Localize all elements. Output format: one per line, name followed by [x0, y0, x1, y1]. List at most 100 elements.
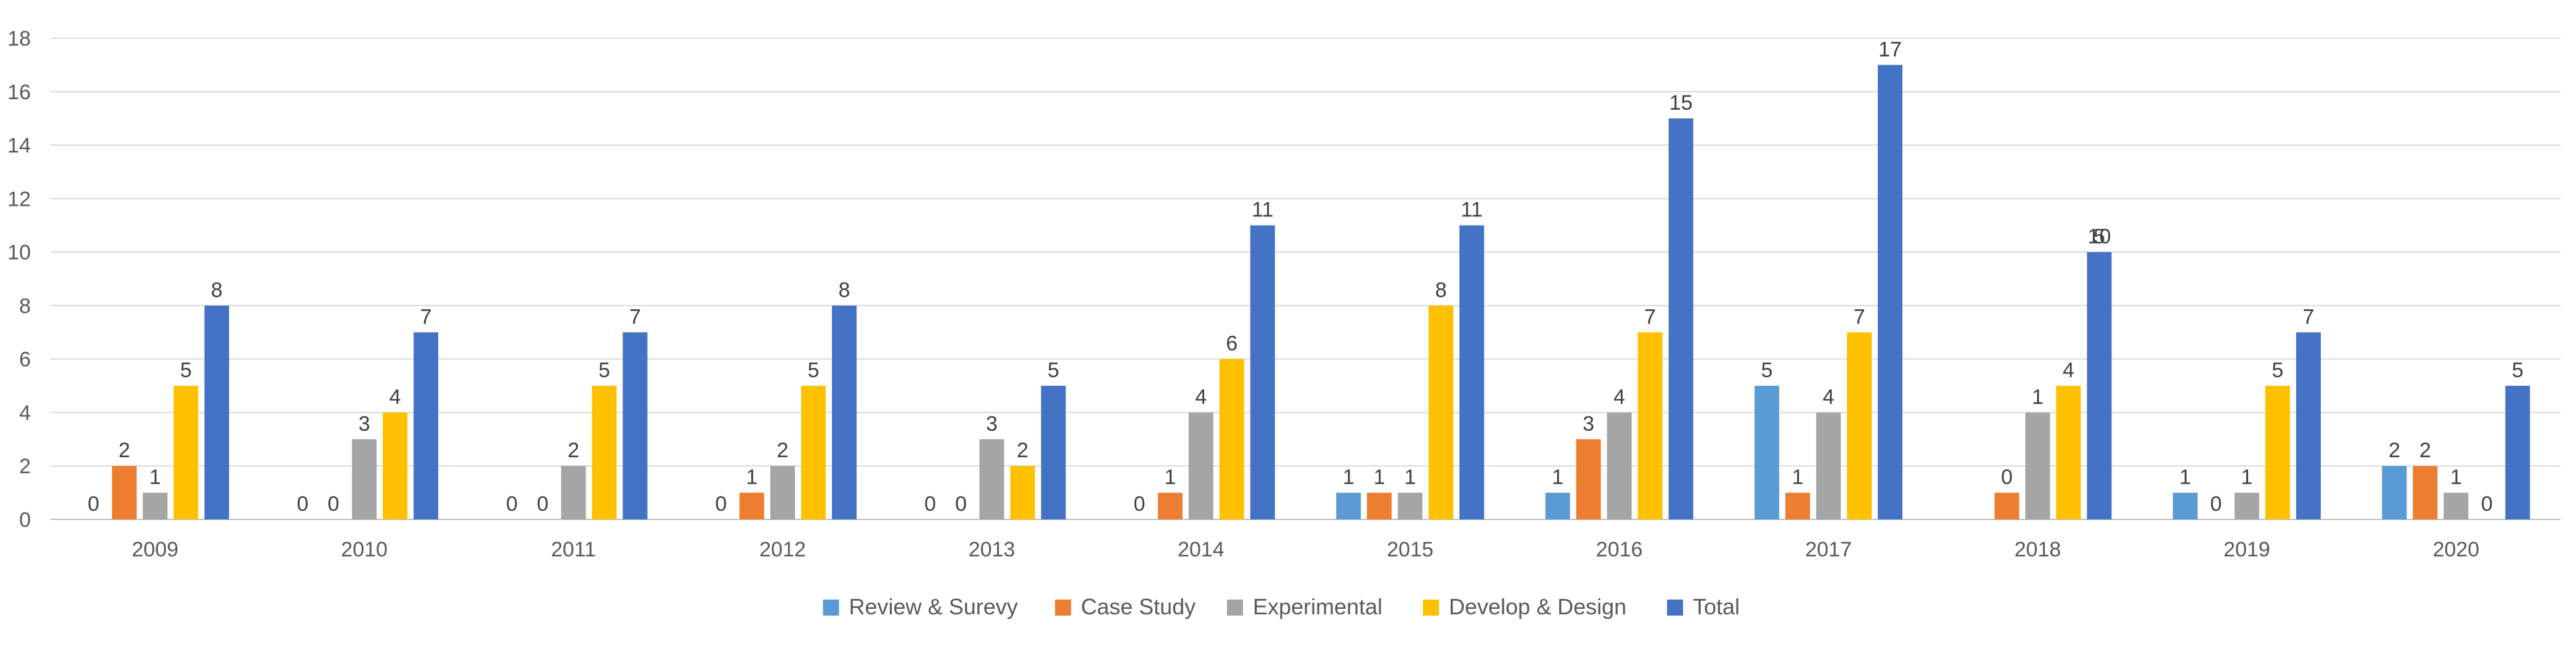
- data-label: 2: [776, 439, 788, 462]
- legend-label: Develop & Design: [1449, 594, 1626, 619]
- data-label: 15: [1669, 91, 1693, 115]
- x-tick-label: 2016: [1596, 538, 1643, 561]
- data-label: 0: [328, 492, 340, 516]
- data-label: 7: [629, 305, 641, 328]
- bar: [204, 305, 229, 519]
- bar: [1545, 492, 1570, 519]
- data-label: 4: [389, 385, 401, 409]
- legend-swatch: [1667, 600, 1683, 616]
- data-label: 17: [1878, 38, 1902, 61]
- bar: [622, 332, 648, 519]
- bar: [1459, 225, 1485, 519]
- data-label: 4: [1613, 385, 1625, 409]
- data-label: 5: [180, 359, 192, 382]
- data-label: 1: [1404, 466, 1416, 489]
- bar: [831, 305, 857, 519]
- data-label: 0: [2001, 466, 2013, 489]
- data-label: 5: [807, 359, 819, 382]
- data-label: 8: [838, 279, 850, 302]
- bar: [801, 386, 826, 519]
- data-label: 1: [1374, 466, 1385, 489]
- bar: [1250, 225, 1275, 519]
- data-label: 5: [2272, 359, 2283, 382]
- data-label: 1: [2032, 385, 2044, 409]
- data-label: 0: [2481, 492, 2493, 516]
- legend-label: Review & Surevy: [849, 594, 1018, 619]
- data-label: 8: [211, 279, 222, 302]
- data-label: 1: [1164, 466, 1176, 489]
- bar: [1637, 332, 1663, 519]
- data-label: 0: [955, 492, 967, 516]
- legend-swatch: [1423, 600, 1439, 616]
- bar: [1576, 439, 1601, 519]
- y-tick-label: 16: [7, 81, 31, 104]
- data-label: 0: [537, 492, 548, 516]
- data-label: 11: [1461, 198, 1483, 222]
- data-label: 2: [568, 439, 579, 462]
- data-label: 7: [1854, 305, 1865, 328]
- bar: [739, 492, 764, 519]
- bar: [1367, 492, 1392, 519]
- data-label: 6: [1226, 332, 1237, 356]
- bar: [2087, 252, 2112, 519]
- x-tick-label: 2015: [1387, 538, 1433, 561]
- y-tick-label: 8: [19, 295, 31, 318]
- bar: [1429, 305, 1454, 519]
- y-tick-label: 18: [7, 27, 31, 51]
- data-label: 5: [1048, 359, 1059, 382]
- data-label: 2: [1017, 439, 1029, 462]
- data-label: 10: [2088, 225, 2111, 248]
- data-label: 1: [149, 466, 161, 489]
- x-tick-label: 2014: [1178, 538, 1225, 561]
- legend-label: Experimental: [1253, 594, 1382, 619]
- bar: [2056, 386, 2081, 519]
- x-tick-label: 2019: [2223, 538, 2270, 561]
- bar: [173, 386, 198, 519]
- bar: [1816, 412, 1841, 519]
- data-label: 5: [2093, 225, 2105, 248]
- legend-swatch: [1055, 600, 1071, 616]
- legend-label: Case Study: [1081, 594, 1196, 619]
- bar: [142, 492, 168, 519]
- bar: [561, 466, 586, 519]
- data-label: 3: [1583, 412, 1594, 436]
- bar: [2413, 466, 2438, 519]
- data-label: 1: [2179, 466, 2191, 489]
- x-tick-label: 2020: [2432, 538, 2479, 561]
- bar: [1878, 65, 1903, 519]
- data-label: 3: [359, 412, 370, 436]
- legend: Review & Surevy Case Study Experimental Dev…: [823, 594, 1740, 619]
- data-label: 2: [118, 439, 130, 462]
- data-label: 1: [1792, 466, 1804, 489]
- y-tick-label: 6: [19, 348, 31, 372]
- bar: [1398, 492, 1423, 519]
- x-tick-label: 2013: [969, 538, 1016, 561]
- data-label: 5: [2512, 359, 2524, 382]
- x-tick-label: 2011: [551, 538, 596, 561]
- data-label: 8: [1435, 279, 1447, 302]
- data-label: 5: [1761, 359, 1773, 382]
- data-label: 3: [986, 412, 998, 436]
- bar: [1336, 492, 1361, 519]
- x-axis-ticks: 2009 2010 2011 2012 2013 2014 2015 2016 2017 2018…: [132, 538, 2479, 561]
- bar: [352, 439, 377, 519]
- data-label: 7: [1644, 305, 1656, 328]
- bar: [112, 466, 137, 519]
- bar: [2505, 386, 2530, 519]
- bar: [1041, 386, 1066, 519]
- y-tick-label: 10: [7, 241, 31, 264]
- data-label: 5: [598, 359, 610, 382]
- data-label: 4: [2063, 359, 2074, 382]
- bar: [1668, 118, 1694, 519]
- data-label: 2: [2419, 439, 2431, 462]
- bar: [2296, 332, 2321, 519]
- y-tick-label: 2: [19, 455, 31, 478]
- data-label: 7: [2302, 305, 2314, 328]
- y-tick-label: 4: [19, 401, 31, 425]
- bar: [979, 439, 1005, 519]
- data-label: 0: [297, 492, 309, 516]
- bar: [383, 412, 408, 519]
- x-tick-label: 2012: [759, 538, 806, 561]
- x-tick-label: 2009: [132, 538, 179, 561]
- data-label: 0: [2210, 492, 2222, 516]
